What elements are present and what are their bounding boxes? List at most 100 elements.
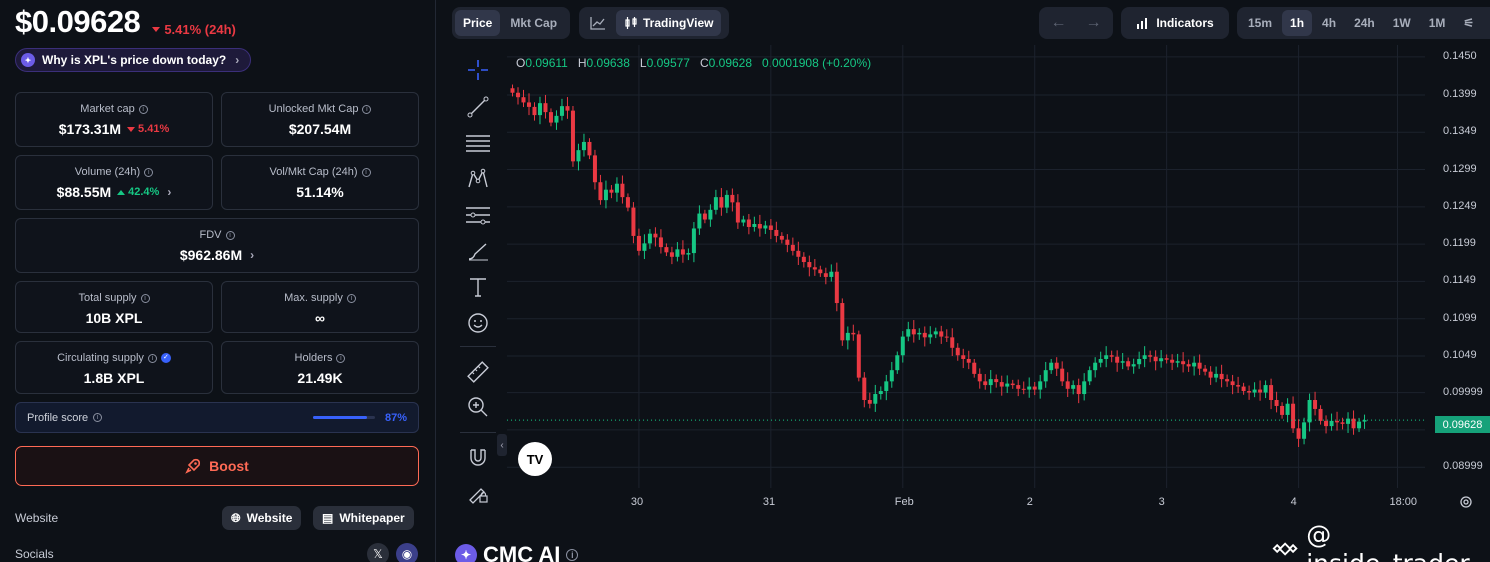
candle bbox=[1197, 362, 1202, 369]
market-cap-label: Market cap bbox=[80, 103, 135, 115]
candle bbox=[1098, 358, 1103, 363]
candle bbox=[1153, 356, 1158, 362]
info-icon[interactable]: i bbox=[144, 167, 154, 177]
tab-mkt-cap[interactable]: Mkt Cap bbox=[510, 16, 558, 30]
x-tick-label: 18:00 bbox=[1389, 496, 1418, 508]
info-icon[interactable]: i bbox=[138, 104, 148, 114]
current-price-tag: 0.09628 bbox=[1435, 416, 1490, 433]
whitepaper-button[interactable]: ▤ Whitepaper bbox=[313, 506, 414, 530]
info-icon[interactable]: i bbox=[225, 230, 235, 240]
zoom-in-icon[interactable] bbox=[463, 392, 493, 422]
candle bbox=[1351, 418, 1356, 429]
x-twitter-icon[interactable]: 𝕏 bbox=[367, 543, 389, 562]
circulating-supply-card[interactable]: Circulating supply i ✓ 1.8B XPL bbox=[15, 341, 213, 394]
crosshair-icon[interactable] bbox=[463, 55, 493, 85]
interval-1h[interactable]: 1h bbox=[1282, 10, 1313, 36]
candle bbox=[570, 110, 575, 162]
fdv-card[interactable]: FDV i $962.86M › bbox=[15, 218, 419, 273]
profile-score-bar[interactable]: Profile score i 87% bbox=[15, 402, 419, 433]
brush-icon[interactable] bbox=[463, 237, 493, 267]
candle bbox=[1269, 385, 1274, 400]
discord-icon[interactable]: ◉ bbox=[396, 543, 418, 562]
candle bbox=[1313, 399, 1318, 409]
interval-4h[interactable]: 4h bbox=[1322, 16, 1337, 30]
info-icon[interactable]: i bbox=[93, 413, 103, 422]
interval-1m[interactable]: 1M bbox=[1428, 16, 1446, 30]
candle bbox=[928, 334, 933, 338]
y-tick-label: 0.1399 bbox=[1443, 87, 1477, 100]
whitepaper-button-label: Whitepaper bbox=[339, 511, 405, 525]
total-supply-label: Total supply bbox=[78, 292, 137, 304]
redo-arrow-right-icon[interactable]: → bbox=[1085, 14, 1102, 31]
why-price-down-button[interactable]: ✦ Why is XPL's price down today? › bbox=[15, 48, 251, 72]
undo-arrow-left-icon[interactable]: ← bbox=[1050, 14, 1067, 31]
text-tool-icon[interactable] bbox=[463, 272, 493, 302]
price-chart[interactable] bbox=[507, 45, 1435, 488]
candle bbox=[1362, 420, 1367, 422]
info-icon[interactable]: i bbox=[147, 353, 157, 363]
boost-button[interactable]: Boost bbox=[15, 446, 419, 486]
pattern-icon[interactable] bbox=[463, 164, 493, 194]
candle bbox=[999, 382, 1004, 387]
info-icon[interactable]: i bbox=[346, 293, 356, 303]
trend-line-icon[interactable] bbox=[463, 92, 493, 122]
emoji-icon[interactable] bbox=[463, 308, 493, 338]
candle bbox=[873, 394, 878, 404]
line-chart-button[interactable] bbox=[582, 10, 614, 36]
unlocked-mkt-cap-card[interactable]: Unlocked Mkt Cap i $207.54M bbox=[221, 92, 419, 147]
info-icon[interactable]: i bbox=[362, 104, 372, 114]
candle bbox=[719, 197, 724, 208]
candle bbox=[812, 267, 817, 270]
total-supply-card[interactable]: Total supply i 10B XPL bbox=[15, 281, 213, 333]
candle bbox=[796, 250, 801, 257]
y-tick-label: 0.1349 bbox=[1443, 125, 1477, 138]
interval-24h[interactable]: 24h bbox=[1354, 16, 1375, 30]
candle bbox=[972, 362, 977, 374]
watermark-text: @ inside_trader bbox=[1306, 520, 1469, 562]
chart-settings-sliders-icon[interactable]: ⚟ bbox=[1463, 16, 1475, 30]
website-button[interactable]: 🌐︎ Website bbox=[222, 506, 302, 530]
socials-row-label: Socials bbox=[15, 547, 54, 561]
vol-mkt-cap-card[interactable]: Vol/Mkt Cap (24h) i 51.14% bbox=[221, 155, 419, 210]
indicators-label: Indicators bbox=[1156, 16, 1214, 30]
info-icon[interactable]: i bbox=[361, 167, 371, 177]
info-icon[interactable]: i bbox=[140, 293, 150, 303]
vol-mkt-cap-label: Vol/Mkt Cap (24h) bbox=[269, 166, 358, 178]
volume-card[interactable]: Volume (24h) i $88.55M 42.4% › bbox=[15, 155, 213, 210]
candle bbox=[1043, 370, 1048, 382]
candle bbox=[950, 337, 955, 348]
info-icon[interactable]: i bbox=[336, 353, 346, 363]
ruler-icon[interactable] bbox=[463, 357, 493, 387]
y-tick-label: 0.1450 bbox=[1443, 49, 1477, 62]
candle bbox=[697, 213, 702, 229]
candle bbox=[576, 150, 581, 162]
chevron-right-icon[interactable]: › bbox=[167, 185, 172, 199]
tradingview-button[interactable]: TradingView bbox=[616, 10, 722, 36]
chevron-right-icon[interactable]: › bbox=[250, 248, 255, 262]
info-icon[interactable]: i bbox=[566, 549, 579, 561]
candle bbox=[955, 347, 960, 356]
tradingview-logo-icon[interactable]: TV bbox=[518, 442, 552, 476]
market-cap-card[interactable]: Market cap i $173.31M 5.41% bbox=[15, 92, 213, 147]
holders-card[interactable]: Holders i 21.49K bbox=[221, 341, 419, 394]
tab-price[interactable]: Price bbox=[455, 10, 501, 36]
x-tick-label: 2 bbox=[1026, 496, 1033, 508]
horizontal-lines-icon[interactable] bbox=[463, 128, 493, 158]
lock-drawings-icon[interactable] bbox=[463, 478, 493, 508]
fib-levels-icon[interactable] bbox=[463, 200, 493, 230]
collapse-toolbar-chevron-icon[interactable]: ‹ bbox=[497, 434, 507, 456]
interval-1w[interactable]: 1W bbox=[1392, 16, 1411, 30]
cmc-ai-title: CMC AI bbox=[483, 542, 561, 562]
max-supply-card[interactable]: Max. supply i ∞ bbox=[221, 281, 419, 333]
interval-15m[interactable]: 15m bbox=[1248, 16, 1273, 30]
chart-settings-gear-icon[interactable] bbox=[1458, 494, 1474, 515]
candle bbox=[1291, 403, 1296, 429]
indicators-button[interactable]: Indicators bbox=[1121, 7, 1229, 39]
profile-score-value: 87% bbox=[384, 411, 407, 424]
candle bbox=[1186, 364, 1191, 367]
candle bbox=[1027, 386, 1032, 390]
magnet-icon[interactable] bbox=[463, 442, 493, 472]
candle bbox=[889, 370, 894, 382]
candle bbox=[1230, 381, 1235, 386]
candle bbox=[1120, 361, 1125, 363]
